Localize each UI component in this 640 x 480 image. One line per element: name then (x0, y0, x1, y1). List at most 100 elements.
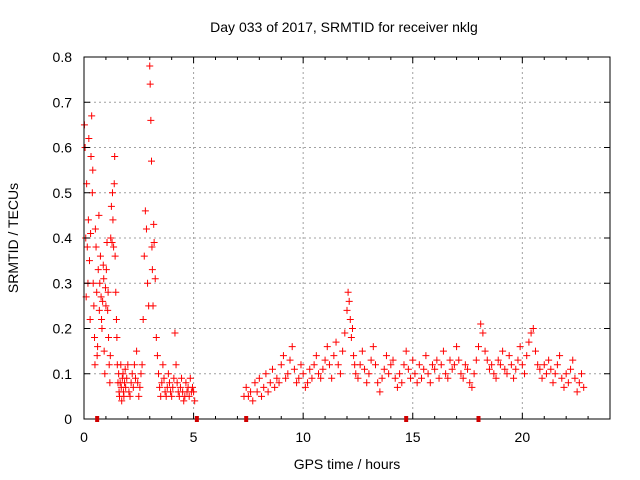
data-point (549, 379, 557, 387)
y-tick-label: 0.8 (53, 49, 73, 65)
data-point (102, 302, 110, 310)
data-point (104, 288, 112, 296)
data-point (407, 374, 415, 382)
data-point (107, 202, 115, 210)
data-point (167, 388, 175, 396)
data-point (564, 379, 572, 387)
data-point (105, 334, 113, 342)
data-point (136, 383, 144, 391)
data-point (95, 211, 103, 219)
data-point (485, 365, 493, 373)
x-axis-label: GPS time / hours (294, 456, 401, 472)
data-point (169, 383, 177, 391)
data-point (277, 361, 285, 369)
data-point (100, 275, 108, 283)
data-point (146, 62, 154, 70)
data-point (271, 383, 279, 391)
data-point (558, 374, 566, 382)
data-point (170, 374, 178, 382)
data-point (141, 207, 149, 215)
data-point (411, 370, 419, 378)
data-point (91, 225, 99, 233)
data-point (494, 356, 502, 364)
data-point (84, 216, 92, 224)
data-point (160, 374, 168, 382)
data-point (90, 302, 98, 310)
data-point (93, 352, 101, 360)
gap-marker (404, 416, 409, 422)
data-point (569, 356, 577, 364)
data-point (404, 365, 412, 373)
data-point (347, 334, 355, 342)
data-point (249, 397, 257, 405)
data-point (505, 352, 513, 360)
data-point (155, 370, 163, 378)
data-points (80, 62, 588, 405)
data-point (127, 379, 135, 387)
data-point (105, 361, 113, 369)
data-point (255, 374, 263, 382)
data-point (483, 356, 491, 364)
data-point (297, 361, 305, 369)
data-point (472, 356, 480, 364)
data-point (168, 392, 176, 400)
data-point (111, 252, 119, 260)
data-point (450, 361, 458, 369)
grid-lines (84, 57, 610, 419)
data-point (130, 361, 138, 369)
data-point (123, 374, 131, 382)
y-tick-label: 0.4 (53, 230, 73, 246)
data-point (391, 374, 399, 382)
data-point (94, 343, 102, 351)
data-point (87, 229, 95, 237)
data-point (94, 266, 102, 274)
data-point (413, 379, 421, 387)
data-point (104, 306, 112, 314)
data-point (344, 288, 352, 296)
data-point (481, 347, 489, 355)
data-point (464, 365, 472, 373)
data-point (341, 329, 349, 337)
data-point (96, 279, 104, 287)
gap-marker (194, 416, 199, 422)
data-point (527, 329, 535, 337)
data-point (264, 388, 272, 396)
data-point (490, 370, 498, 378)
data-point (186, 374, 194, 382)
data-point (268, 365, 276, 373)
data-point (89, 279, 97, 287)
data-point (111, 153, 119, 161)
data-point (188, 383, 196, 391)
data-point (531, 347, 539, 355)
data-point (514, 356, 522, 364)
data-point (374, 379, 382, 387)
data-point (312, 352, 320, 360)
data-point (109, 216, 117, 224)
data-point (330, 352, 338, 360)
data-point (128, 370, 136, 378)
data-point (562, 370, 570, 378)
data-point (525, 338, 533, 346)
data-point (171, 329, 179, 337)
data-point (446, 356, 454, 364)
data-point (418, 374, 426, 382)
data-point (182, 379, 190, 387)
data-point (134, 379, 142, 387)
data-point (139, 315, 147, 323)
data-point (88, 112, 96, 120)
data-point (185, 392, 193, 400)
data-point (457, 370, 465, 378)
data-point (420, 365, 428, 373)
data-point (332, 338, 340, 346)
data-point (346, 315, 354, 323)
gap-marker (476, 416, 481, 422)
data-point (301, 383, 309, 391)
data-point (251, 379, 259, 387)
data-point (102, 266, 110, 274)
data-point (424, 370, 432, 378)
data-point (343, 306, 351, 314)
data-point (152, 334, 160, 342)
data-point (529, 325, 537, 332)
data-point (578, 370, 586, 378)
data-point (133, 347, 141, 355)
